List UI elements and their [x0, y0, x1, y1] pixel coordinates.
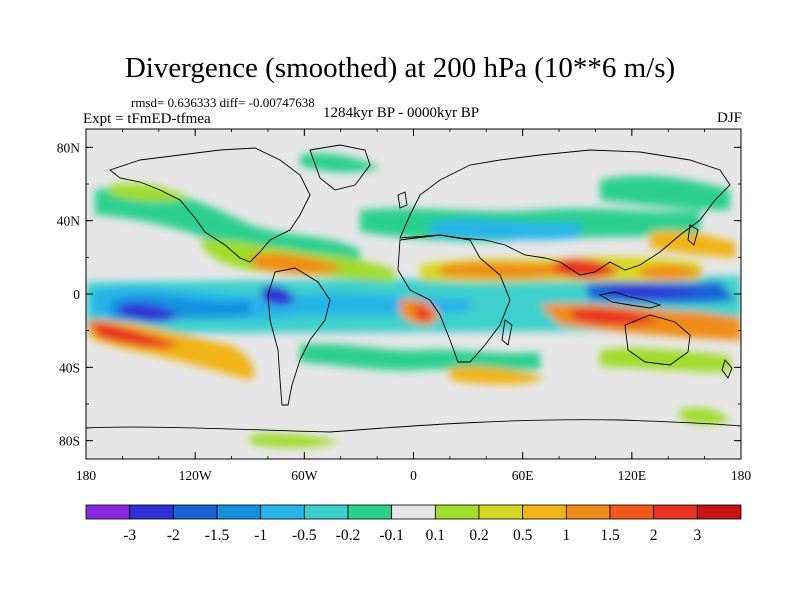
colorbar-swatch: [565, 504, 611, 520]
colorbar-swatch: [347, 504, 393, 520]
colorbar-swatch: [172, 504, 218, 520]
field-patch: [600, 348, 730, 372]
coastline-japan: [687, 224, 699, 246]
colorbar-label: 0.5: [513, 527, 533, 544]
coastline-uk: [397, 191, 408, 209]
coastline-greenland: [309, 144, 371, 191]
colorbar-label: -0.5: [292, 527, 317, 544]
plot-title: Divergence (smoothed) at 200 hPa (10**6 …: [124, 52, 676, 84]
field-patch: [650, 230, 735, 258]
colorbar-swatch: [216, 504, 262, 520]
rmsd-diff-stats: rmsd= 0.636333 diff= -0.00747638: [131, 95, 315, 110]
field-patch: [95, 187, 360, 265]
field-patch: [440, 262, 560, 279]
divergence-field: [86, 129, 741, 459]
x-tick-label: 180: [731, 468, 752, 483]
season-label: DJF: [716, 110, 742, 126]
colorbar-label: 1: [562, 527, 570, 544]
field-patch: [450, 366, 545, 385]
coastline-antarctica: [86, 419, 741, 433]
colorbar-swatch: [434, 504, 480, 520]
colorbar-label: 3: [693, 527, 701, 544]
field-patch: [600, 175, 730, 210]
x-axis-ticks: 180 120W 60W 0 60E 120E 180: [76, 129, 752, 483]
y-tick-label: 40N: [57, 214, 81, 229]
coastlines: [86, 144, 741, 433]
colorbar-swatch: [129, 504, 174, 520]
field-patch: [570, 308, 660, 325]
field-patch: [680, 408, 730, 425]
colorbar-swatch: [391, 504, 436, 520]
coastline-north-america: [109, 147, 311, 263]
field-patch: [555, 259, 620, 279]
coastline-new-zealand: [721, 359, 733, 379]
field-patch: [414, 305, 431, 322]
field-patch: [300, 153, 380, 173]
coastline-indonesia: [598, 291, 662, 309]
colorbar-label: -1: [254, 527, 267, 544]
coastline-eurasia: [399, 149, 731, 276]
colorbar-label: -3: [123, 527, 136, 544]
field-patch: [110, 183, 190, 202]
colorbar-swatch: [696, 504, 742, 520]
colorbar-swatch: [609, 504, 655, 520]
colorbar-label: 0.2: [469, 527, 488, 544]
colorbar-swatch: [303, 504, 349, 520]
x-tick-label: 60E: [512, 468, 534, 483]
y-tick-label: 40S: [59, 360, 80, 375]
coastline-africa: [397, 234, 511, 363]
colorbar-label: 0.1: [426, 527, 445, 544]
y-axis-ticks: 80N 40N 0 40S 80S: [57, 140, 741, 449]
colorbar-swatch: [260, 504, 305, 520]
colorbar-label: -0.2: [336, 527, 361, 544]
y-tick-label: 80S: [59, 434, 80, 449]
colorbar-label: 1.5: [600, 527, 620, 544]
field-patch: [250, 433, 340, 448]
colorbar-swatch: [522, 504, 567, 520]
colorbar-swatch: [478, 504, 524, 520]
colorbar-label: -0.1: [379, 527, 404, 544]
field-patch: [262, 285, 295, 306]
colorbar: -3 -2 -1.5 -1 -0.5 -0.2 -0.1 0.1 0.2 0.5 1 1.5 2 3: [85, 504, 742, 544]
field-patch: [88, 322, 180, 348]
field-patch: [250, 253, 345, 275]
field-patch: [120, 303, 180, 323]
field-patch: [610, 286, 700, 298]
field-patch: [430, 219, 580, 240]
experiment-label: Expt = tFmED-tfmea: [83, 111, 211, 127]
colorbar-label: -1.5: [205, 527, 230, 544]
field-patch: [640, 265, 705, 280]
x-tick-label: 120W: [179, 468, 212, 483]
field-patch: [300, 343, 540, 371]
coastline-south-america: [267, 267, 331, 406]
x-tick-label: 60W: [291, 468, 318, 483]
colorbar-label: -2: [167, 527, 180, 544]
time-period-label: 1284kyr BP - 0000kyr BP: [323, 105, 480, 121]
colorbar-label: 2: [650, 527, 658, 544]
colorbar-swatch: [653, 504, 698, 520]
y-tick-label: 0: [73, 287, 80, 302]
x-tick-label: 120E: [618, 468, 647, 483]
x-tick-label: 0: [410, 468, 417, 483]
colorbar-swatch: [85, 504, 131, 520]
coastline-australia: [624, 314, 691, 366]
x-tick-label: 180: [76, 468, 97, 483]
coastline-madagascar: [501, 319, 513, 346]
y-tick-label: 80N: [57, 140, 81, 155]
